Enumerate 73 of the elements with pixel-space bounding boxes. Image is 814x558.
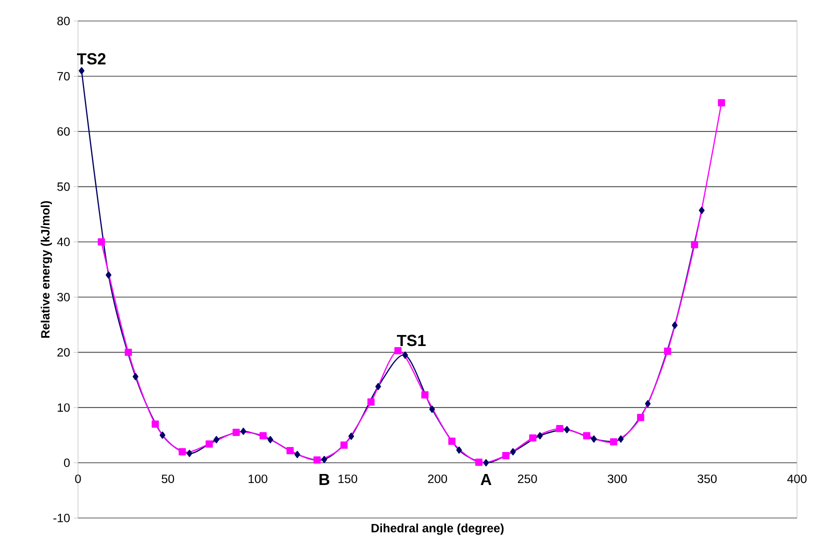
point <box>618 435 624 443</box>
annotation: TS1 <box>396 334 426 346</box>
point <box>475 458 482 466</box>
point <box>556 424 564 432</box>
x-tick-label: 350 <box>698 474 717 484</box>
point <box>483 459 489 466</box>
point <box>214 436 220 444</box>
point <box>564 426 570 434</box>
point <box>160 432 166 439</box>
y-tick-label: 60 <box>57 127 70 136</box>
y-tick-label: -10 <box>53 514 70 522</box>
point <box>267 436 274 444</box>
point <box>132 373 138 380</box>
point <box>124 348 132 356</box>
x-tick-label: 100 <box>248 474 268 484</box>
point <box>313 456 321 464</box>
y-tick-label: 80 <box>57 16 70 26</box>
point <box>394 347 402 354</box>
x-tick-label: 250 <box>518 474 537 484</box>
point <box>429 406 435 413</box>
point <box>98 238 105 246</box>
point <box>583 432 590 440</box>
x-tick-label: 50 <box>162 474 174 484</box>
annotation: TS2 <box>76 53 106 65</box>
point <box>637 414 644 422</box>
point <box>402 351 408 359</box>
point <box>421 391 429 398</box>
point <box>448 438 456 445</box>
point <box>106 271 112 279</box>
x-tick-label: 0 <box>75 474 81 484</box>
point <box>240 428 246 435</box>
point <box>348 432 354 440</box>
point <box>340 442 348 449</box>
point <box>232 428 240 436</box>
point <box>321 456 328 464</box>
point <box>510 448 516 456</box>
point <box>78 67 84 74</box>
point <box>375 382 382 390</box>
annotation: A <box>480 474 492 485</box>
y-tick-label: 0 <box>64 458 70 468</box>
point <box>206 440 213 448</box>
point <box>529 434 536 442</box>
point <box>294 450 300 458</box>
point <box>644 400 651 408</box>
y-tick-label: 30 <box>57 292 70 302</box>
point <box>610 438 618 446</box>
y-tick-label: 70 <box>57 72 70 80</box>
point <box>698 206 705 214</box>
y-tick-label: 10 <box>58 403 70 412</box>
x-tick-label: 200 <box>428 474 448 484</box>
y-tick-label: 20 <box>57 348 70 357</box>
point <box>502 452 510 460</box>
point <box>537 432 543 440</box>
point <box>367 398 375 406</box>
point <box>186 450 192 457</box>
y-tick-label: 50 <box>57 182 70 191</box>
y-axis-title: Relative energy (kJ/mol) <box>40 201 52 338</box>
x-axis-title: Dihedral angle (degree) <box>372 524 504 535</box>
x-tick-label: 300 <box>608 474 627 484</box>
point <box>718 99 726 106</box>
point <box>456 446 462 454</box>
point <box>690 241 698 248</box>
point <box>591 435 597 443</box>
point <box>286 447 294 454</box>
point <box>260 432 267 440</box>
point <box>664 348 672 355</box>
y-tick-label: 40 <box>57 238 70 246</box>
x-tick-label: 150 <box>338 474 358 484</box>
point <box>178 448 186 456</box>
x-tick-label: 400 <box>787 474 807 484</box>
annotation: B <box>320 474 330 485</box>
point <box>672 322 678 329</box>
point <box>152 420 159 428</box>
